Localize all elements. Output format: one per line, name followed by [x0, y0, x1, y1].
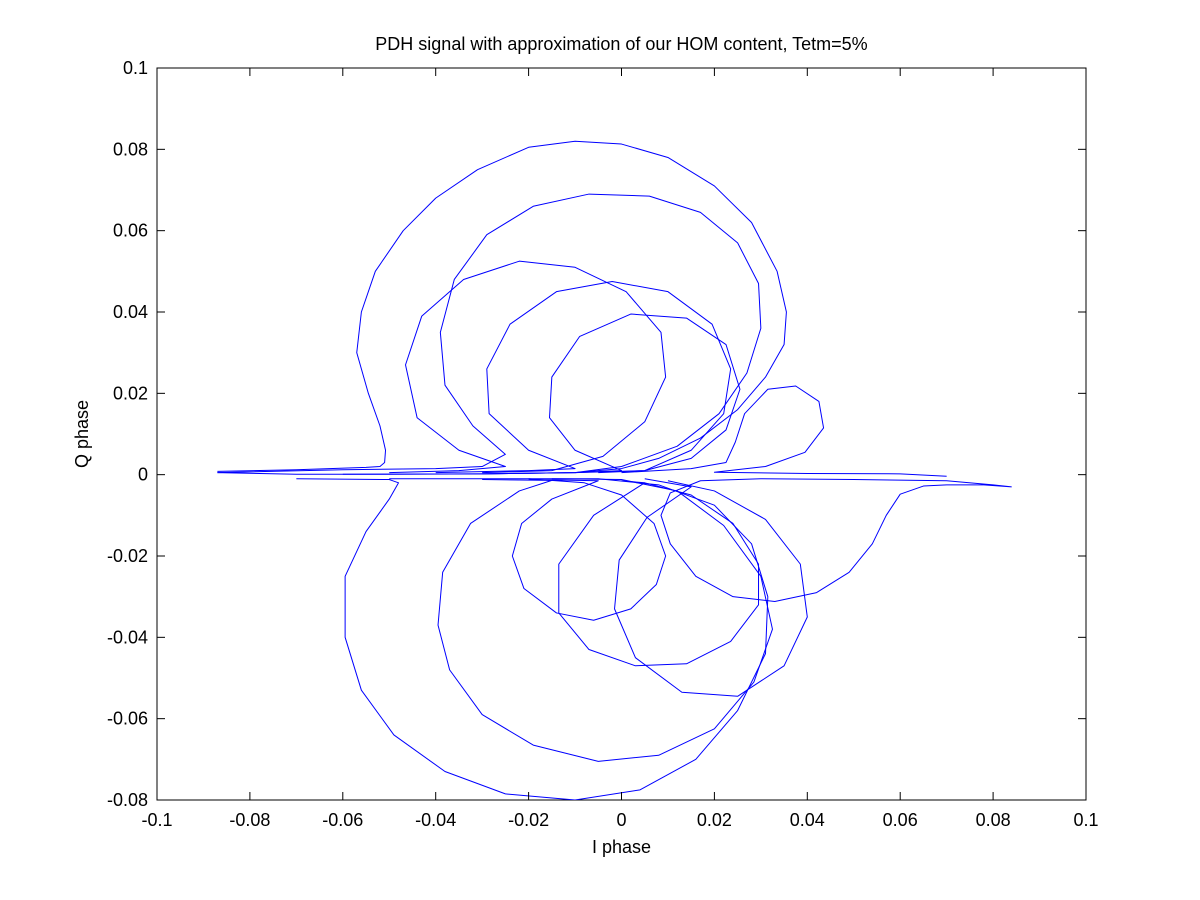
x-tick-label: 0.08 [976, 810, 1011, 830]
series-line-4 [435, 281, 732, 475]
series-line-5 [549, 313, 741, 474]
series-line-1 [217, 140, 787, 475]
y-tick-label: 0 [138, 465, 148, 485]
series-layer [217, 140, 1012, 800]
y-axis-label: Q phase [72, 400, 92, 468]
plot-area [156, 67, 1087, 801]
y-tick-label: -0.02 [107, 546, 148, 566]
series-line-12 [614, 478, 808, 697]
y-tick-label: 0.08 [113, 139, 148, 159]
y-tick-label: -0.06 [107, 709, 148, 729]
series-line-2 [217, 193, 762, 475]
x-tick-label: 0.06 [883, 810, 918, 830]
x-tick-label: 0 [616, 810, 626, 830]
series-line-9 [437, 478, 773, 762]
x-tick-label: -0.06 [322, 810, 363, 830]
x-tick-label: 0.04 [790, 810, 825, 830]
x-tick-label: -0.08 [229, 810, 270, 830]
y-tick-label: 0.1 [123, 58, 148, 78]
y-tick-label: 0.06 [113, 221, 148, 241]
series-line-7 [660, 478, 1012, 603]
series-line-6 [621, 385, 947, 477]
plot-frame [156, 67, 1087, 801]
series-line-3 [389, 260, 667, 474]
x-tick-label: -0.04 [415, 810, 456, 830]
ticks-layer: -0.1 -0.08 -0.06 -0.04 -0.02 0 0.02 0.04 0.06 0.0… [107, 58, 1099, 830]
x-tick-label: -0.1 [141, 810, 172, 830]
series-line-10 [511, 478, 667, 621]
x-tick-label: 0.02 [697, 810, 732, 830]
y-tick-label: 0.04 [113, 302, 148, 322]
chart-title: PDH signal with approximation of our HOM… [375, 34, 867, 54]
x-tick-label: -0.02 [508, 810, 549, 830]
y-tick-label: 0.02 [113, 383, 148, 403]
y-tick-label: -0.08 [107, 790, 148, 810]
x-tick-label: 0.1 [1073, 810, 1098, 830]
y-tick-label: -0.04 [107, 627, 148, 647]
series-line-11 [558, 480, 760, 667]
x-axis-label: I phase [592, 837, 651, 857]
